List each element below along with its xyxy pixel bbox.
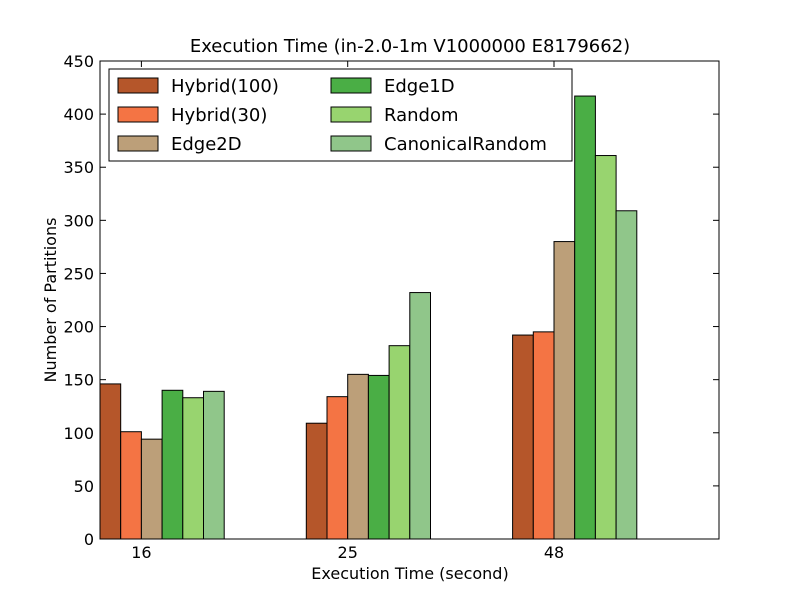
y-tick-label: 450 bbox=[63, 52, 94, 71]
legend-swatch bbox=[330, 77, 372, 94]
x-tick-label: 48 bbox=[544, 543, 564, 562]
bars bbox=[99, 95, 638, 540]
legend-label: Edge2D bbox=[171, 134, 242, 155]
legend-label: Hybrid(30) bbox=[171, 105, 267, 126]
bar-hybrid-100--16 bbox=[99, 383, 122, 540]
bar-random-25 bbox=[388, 345, 411, 540]
bar-hybrid-100--48 bbox=[512, 334, 534, 540]
legend-label: Random bbox=[384, 105, 459, 126]
bar-edge2d-16 bbox=[140, 438, 163, 540]
bar-random-16 bbox=[182, 397, 205, 540]
legend-label: Hybrid(100) bbox=[171, 76, 279, 97]
bar-edge1d-16 bbox=[161, 389, 184, 540]
legend-label: Edge1D bbox=[384, 76, 455, 97]
chart-title: Execution Time (in-2.0-1m V1000000 E8179… bbox=[190, 36, 630, 57]
y-axis-ticks: 0 50 100 150 200 250 300 350 400 450 bbox=[63, 52, 719, 549]
x-tick-label: 16 bbox=[131, 543, 151, 562]
bar-canonicalrandom-48 bbox=[615, 210, 638, 540]
bar-hybrid-30--48 bbox=[532, 331, 555, 540]
y-tick-label: 100 bbox=[63, 424, 94, 443]
y-tick-label: 400 bbox=[63, 105, 94, 124]
bar-edge1d-48 bbox=[574, 95, 596, 540]
plot-frame bbox=[99, 60, 720, 540]
y-tick-label: 200 bbox=[63, 318, 94, 337]
legend: Hybrid(100) Hybrid(30) Edge2D Edge1D Random C… bbox=[108, 68, 573, 162]
bar-edge1d-25 bbox=[367, 374, 390, 540]
x-axis-label: Execution Time (second) bbox=[311, 564, 508, 583]
x-axis-ticks: 16 25 48 bbox=[131, 61, 564, 562]
y-tick-label: 0 bbox=[84, 530, 94, 549]
legend-label: CanonicalRandom bbox=[384, 134, 547, 155]
y-tick-label: 350 bbox=[63, 158, 94, 177]
bar-edge2d-48 bbox=[553, 241, 576, 540]
y-tick-label: 150 bbox=[63, 371, 94, 390]
legend-swatch bbox=[117, 106, 159, 123]
legend-swatch bbox=[330, 106, 372, 123]
y-tick-label: 50 bbox=[74, 477, 94, 496]
bar-hybrid-30--16 bbox=[120, 431, 142, 540]
legend-swatch bbox=[117, 77, 159, 94]
bar-random-48 bbox=[594, 155, 617, 540]
bar-canonicalrandom-16 bbox=[203, 390, 225, 540]
y-tick-label: 250 bbox=[63, 264, 94, 283]
legend-swatch bbox=[117, 135, 159, 152]
x-tick-label: 25 bbox=[338, 543, 358, 562]
bar-canonicalrandom-25 bbox=[409, 292, 431, 540]
bar-hybrid-100--25 bbox=[305, 422, 328, 540]
y-axis-label: Number of Partitions bbox=[41, 218, 60, 383]
bar-edge2d-25 bbox=[347, 373, 369, 540]
bar-hybrid-30--25 bbox=[326, 396, 349, 540]
legend-swatch bbox=[330, 135, 372, 152]
y-tick-label: 300 bbox=[63, 211, 94, 230]
